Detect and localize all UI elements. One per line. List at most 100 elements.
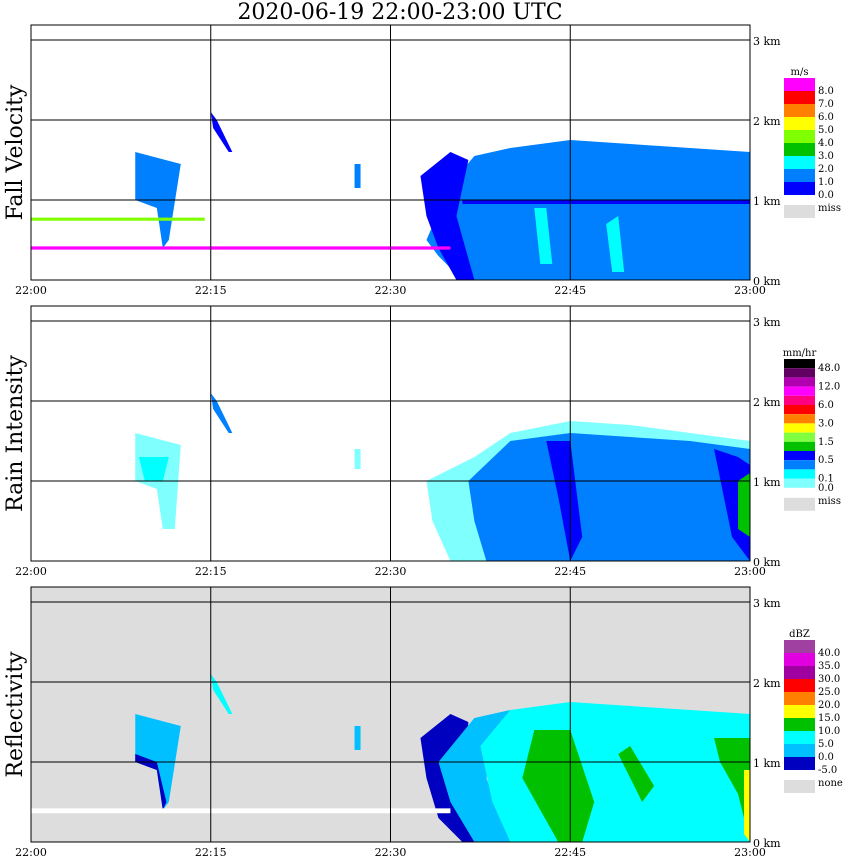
- echo-region: [138, 457, 169, 481]
- colorbar-box: [784, 744, 815, 757]
- colorbar-box: [784, 731, 815, 744]
- colorbar-box: [784, 368, 815, 378]
- colorbar-box: [784, 640, 815, 653]
- colorbar-box: [784, 182, 815, 195]
- colorbar-box: [784, 478, 815, 488]
- colorbar-missing-box: [784, 497, 815, 511]
- colorbar-label: 12.0: [818, 382, 840, 393]
- colorbar-box: [784, 405, 815, 415]
- echo-region: [462, 200, 750, 204]
- echo-region: [546, 441, 583, 561]
- colorbar-box: [784, 386, 815, 396]
- y-tick-label: 1 km: [753, 757, 781, 770]
- colorbar-label: 15.0: [818, 713, 840, 724]
- colorbar-label: 0.5: [818, 455, 834, 466]
- echo-region: [714, 738, 750, 842]
- y-tick-label: 3 km: [753, 35, 781, 48]
- plot-frame: [30, 305, 751, 562]
- colorbar-box: [784, 666, 815, 679]
- colorbar-label: 6.0: [818, 112, 834, 123]
- colorbar-box: [784, 692, 815, 705]
- colorbar-label: 0.0: [818, 190, 834, 201]
- colorbar-box: [784, 377, 815, 387]
- echo-region: [354, 449, 361, 469]
- echo-region: [714, 449, 750, 561]
- echo-region: [354, 164, 361, 188]
- y-tick-label: 3 km: [753, 316, 781, 329]
- echo-region: [522, 730, 595, 842]
- colorbar-box: [784, 451, 815, 461]
- colorbar-label: 0.0: [818, 752, 834, 763]
- colorbar-box: [784, 78, 815, 91]
- x-tick-label: 22:00: [15, 565, 47, 578]
- x-tick-label: 22:00: [15, 846, 47, 859]
- colorbar-box: [784, 718, 815, 731]
- colorbar-box: [784, 117, 815, 130]
- echo-region: [354, 726, 361, 750]
- colorbar-label: 35.0: [818, 661, 840, 672]
- colorbar-box: [784, 156, 815, 169]
- y-tick-label: 3 km: [753, 597, 781, 610]
- colorbar-unit: m/s: [791, 67, 809, 78]
- y-axis-label: Rain Intensity: [3, 354, 28, 511]
- echo-region: [738, 473, 750, 537]
- colorbar-unit: mm/hr: [783, 348, 817, 359]
- colorbar-label: 4.0: [818, 138, 834, 149]
- colorbar-unit: dBZ: [789, 629, 810, 640]
- colorbar-box: [784, 414, 815, 424]
- colorbar-label: 7.0: [818, 99, 834, 110]
- colorbar-box: [784, 705, 815, 718]
- colorbar-label: 3.0: [818, 151, 834, 162]
- y-tick-label: 0 km: [753, 275, 781, 288]
- echo-region: [426, 140, 750, 280]
- x-tick-label: 22:45: [554, 284, 586, 297]
- x-tick-label: 22:15: [195, 846, 227, 859]
- colorbar-label: -5.0: [818, 765, 837, 776]
- colorbar-box: [784, 469, 815, 479]
- echo-region: [31, 217, 205, 221]
- colorbar-box: [784, 757, 815, 770]
- x-tick-label: 22:30: [375, 284, 407, 297]
- colorbar-label: 20.0: [818, 700, 840, 711]
- x-tick-label: 22:30: [375, 846, 407, 859]
- x-tick-label: 22:15: [195, 284, 227, 297]
- colorbar-missing-box: [784, 780, 815, 793]
- echo-region: [31, 246, 451, 250]
- colorbar-label: 8.0: [818, 86, 834, 97]
- chart-title: 2020-06-19 22:00-23:00 UTC: [237, 0, 563, 25]
- colorbar-box: [784, 169, 815, 182]
- y-tick-label: 2 km: [753, 677, 781, 690]
- y-tick-label: 0 km: [753, 556, 781, 569]
- echo-region: [135, 754, 167, 810]
- colorbar-box: [784, 359, 815, 369]
- y-axis-label: Fall Velocity: [3, 84, 28, 220]
- y-tick-label: 1 km: [753, 195, 781, 208]
- colorbar-box: [784, 143, 815, 156]
- colorbar-label: 2.0: [818, 164, 834, 175]
- y-tick-label: 1 km: [753, 476, 781, 489]
- colorbar-box: [784, 679, 815, 692]
- x-tick-label: 22:00: [15, 284, 47, 297]
- colorbar-label: 6.0: [818, 400, 834, 411]
- colorbar-label: 30.0: [818, 674, 840, 685]
- colorbar-label: 0.0: [818, 483, 834, 494]
- plot-frame: [30, 586, 751, 843]
- colorbar-missing-label: none: [818, 778, 843, 789]
- x-tick-label: 22:45: [554, 565, 586, 578]
- colorbar-label: 5.0: [818, 125, 834, 136]
- x-tick-label: 23:00: [734, 565, 766, 578]
- echo-region: [606, 216, 625, 272]
- colorbar-label: 3.0: [818, 418, 834, 429]
- colorbar-box: [784, 460, 815, 470]
- x-tick-label: 23:00: [734, 846, 766, 859]
- colorbar-box: [784, 432, 815, 442]
- x-tick-label: 22:45: [554, 846, 586, 859]
- y-axis-label: Reflectivity: [3, 651, 28, 778]
- colorbar-label: 40.0: [818, 648, 840, 659]
- echo-region: [468, 433, 750, 561]
- echo-region: [210, 393, 233, 433]
- x-tick-label: 23:00: [734, 284, 766, 297]
- colorbar-box: [784, 91, 815, 104]
- colorbar-label: 1.0: [818, 177, 834, 188]
